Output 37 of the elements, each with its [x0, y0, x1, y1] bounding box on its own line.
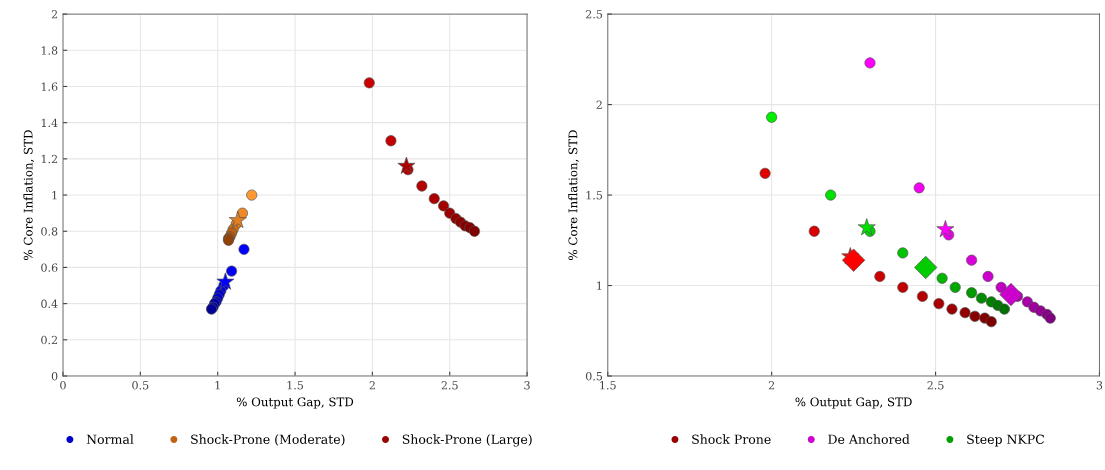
legend-label: Shock-Prone (Large) — [402, 434, 532, 447]
y-tick-label: 1.4 — [41, 118, 58, 128]
y-tick-label: 0.2 — [41, 335, 58, 345]
x-tick-label: 1 — [215, 381, 220, 390]
y-tick-label: 1.6 — [41, 82, 58, 91]
y-axis-title: % Core Inflation, STD — [23, 130, 35, 260]
x-tick-label: 2 — [369, 381, 375, 390]
legend-label: Shock Prone — [692, 434, 771, 444]
y-tick-label: 1.8 — [41, 46, 58, 55]
x-tick-label: 3 — [524, 381, 530, 390]
x-axis-title: % Output Gap, STD — [795, 397, 912, 409]
y-tick-label: 0.5 — [585, 371, 603, 381]
y-tick-label: 0.8 — [41, 227, 58, 236]
y-tick-label: 0.4 — [41, 299, 58, 308]
x-tick-label: 2 — [768, 381, 775, 390]
legend-label: Steep NKPC — [967, 434, 1045, 447]
legend-label: De Anchored — [828, 434, 910, 444]
y-tick-label: 2.5 — [585, 10, 603, 19]
x-tick-label: 3 — [1096, 381, 1103, 390]
y-tick-label: 1 — [52, 191, 57, 200]
x-tick-label: 0 — [60, 381, 66, 390]
y-tick-label: 2 — [596, 100, 602, 109]
x-axis-title: % Output Gap, STD — [236, 397, 354, 409]
legend-label: Normal — [86, 434, 134, 444]
legend-label: Shock-Prone (Moderate) — [191, 434, 345, 446]
y-tick-label: 0 — [51, 371, 58, 381]
y-axis-title: % Core Inflation, STD — [568, 130, 579, 260]
y-tick-label: 0.6 — [41, 263, 58, 272]
y-tick-label: 1.2 — [41, 154, 58, 164]
y-tick-label: 2 — [51, 10, 58, 19]
x-tick-label: 2.5 — [927, 381, 944, 390]
y-tick-label: 1.5 — [586, 191, 603, 200]
x-tick-label: 0.5 — [132, 381, 149, 390]
x-tick-label: 2.5 — [441, 381, 458, 390]
x-tick-label: 1.5 — [287, 381, 304, 390]
y-tick-label: 1 — [597, 281, 602, 290]
point — [914, 255, 938, 279]
